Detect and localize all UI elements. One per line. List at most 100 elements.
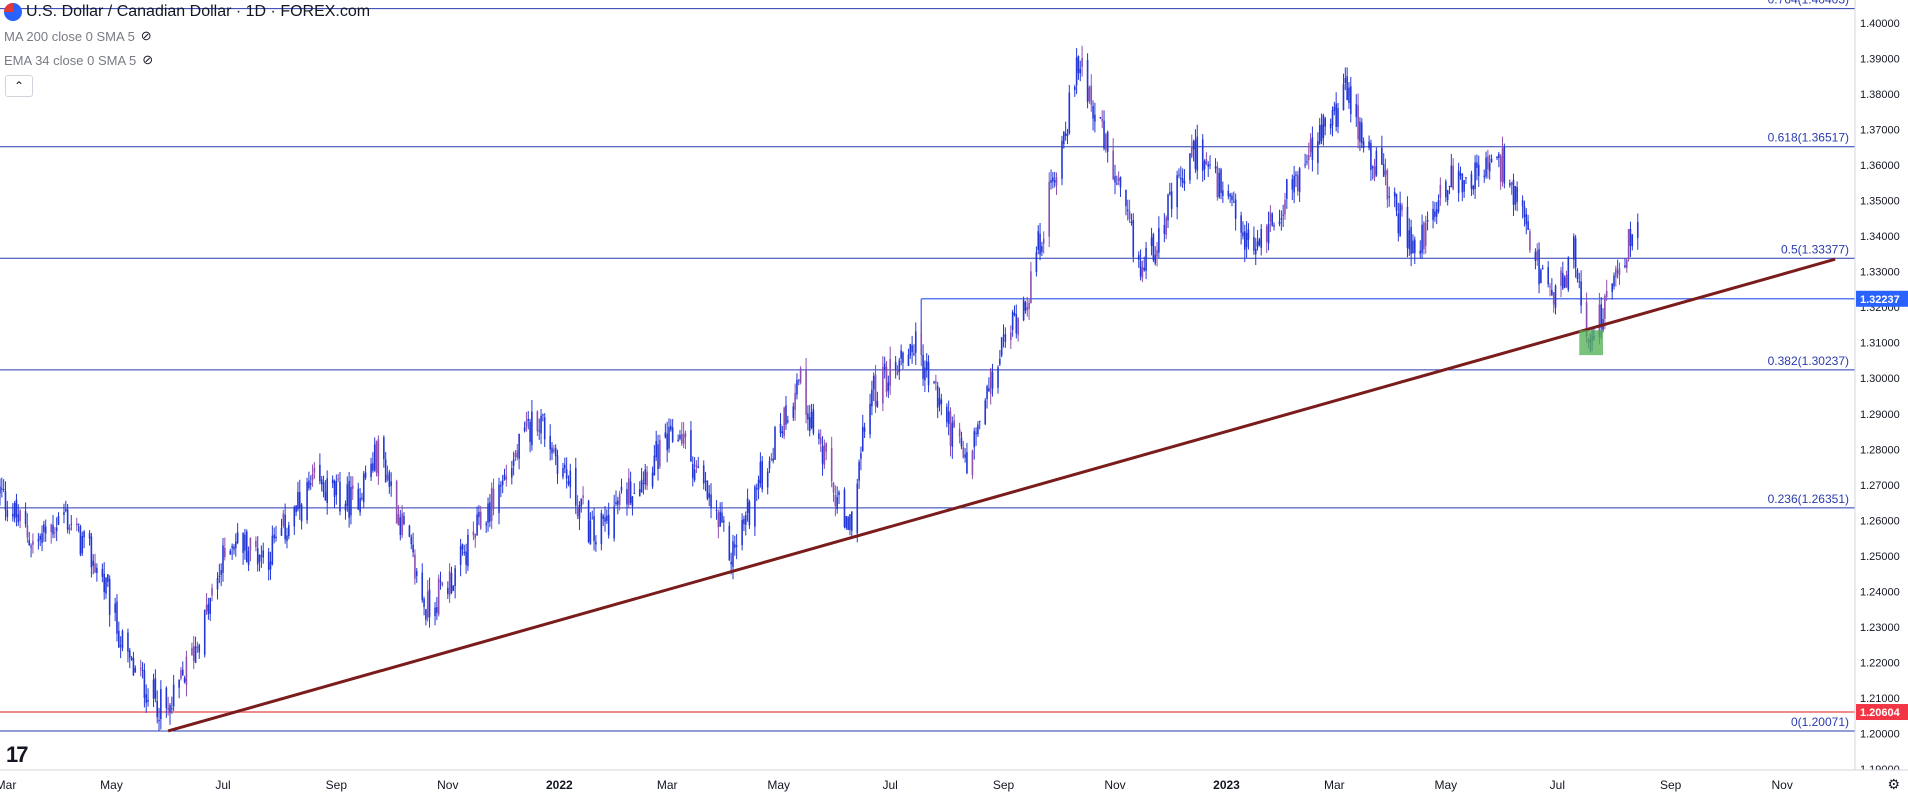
candle-body <box>28 540 31 546</box>
candle-body <box>344 503 347 511</box>
candle-body <box>860 453 862 459</box>
candle-body <box>1278 221 1281 224</box>
tradingview-logo[interactable]: 17 <box>6 742 29 767</box>
candle-body <box>39 536 42 540</box>
candle-body <box>1243 231 1246 250</box>
candle-body <box>602 515 604 519</box>
candle-body <box>863 427 866 432</box>
candle-body <box>1000 337 1003 356</box>
candle-body <box>13 502 16 519</box>
candle-body <box>986 386 988 400</box>
candle-body <box>1359 121 1361 142</box>
candle-body <box>638 489 641 497</box>
candle-body <box>351 485 354 489</box>
indicator-ma200[interactable]: MA 200 close 0 SMA 5 ⊘ <box>4 28 152 44</box>
candle-body <box>1551 289 1553 296</box>
candle-body <box>1488 162 1491 172</box>
candle-body <box>565 469 568 479</box>
candle-body <box>467 534 469 567</box>
candle-body <box>564 464 566 469</box>
candle-body <box>1333 106 1336 111</box>
candle-body <box>1523 206 1526 218</box>
x-tick-label: May <box>100 778 123 792</box>
candle-body <box>436 607 438 613</box>
candle-body <box>680 434 683 444</box>
x-tick-label: Nov <box>1772 778 1793 792</box>
candle-body <box>697 466 700 468</box>
candle-body <box>1370 143 1372 170</box>
candle-body <box>874 374 877 406</box>
candle-body <box>759 461 762 484</box>
eye-off-icon[interactable]: ⊘ <box>142 52 154 67</box>
candle-body <box>1075 57 1078 86</box>
candle-body <box>448 571 451 596</box>
candle-body <box>907 354 910 366</box>
candle-body <box>819 437 822 444</box>
candle-body <box>463 551 466 553</box>
candle-body <box>1421 224 1423 253</box>
candle-body <box>682 434 685 444</box>
candle-body <box>1487 156 1489 170</box>
candle-body <box>1452 165 1454 190</box>
candle-body <box>24 511 27 525</box>
candle-body <box>1605 290 1608 298</box>
y-tick-label: 1.26000 <box>1860 515 1900 527</box>
candle-body <box>858 461 860 481</box>
candle-body <box>644 469 647 485</box>
candle-body <box>1627 229 1630 259</box>
candle-body <box>1450 165 1453 188</box>
candle-body <box>653 455 656 476</box>
x-tick-label: Jul <box>883 778 898 792</box>
candle-body <box>1053 180 1056 183</box>
candle-body <box>947 411 950 424</box>
candle-body <box>626 489 628 505</box>
candle-body <box>1004 334 1007 342</box>
candle-body <box>889 358 891 386</box>
candle-body <box>198 644 201 653</box>
candle-body <box>30 546 32 548</box>
eye-off-icon[interactable]: ⊘ <box>140 28 152 43</box>
candle-body <box>735 545 738 547</box>
collapse-indicators-button[interactable]: ⌃ <box>5 75 33 97</box>
candle-body <box>538 430 541 432</box>
candle-body <box>902 352 904 363</box>
y-tick-label: 1.33000 <box>1860 267 1900 279</box>
time-axis-background <box>0 770 1908 797</box>
candle-body <box>1112 150 1114 180</box>
candle-body <box>744 515 747 525</box>
candle-body <box>511 467 513 478</box>
candle-body <box>1061 140 1063 179</box>
candle-body <box>324 491 327 501</box>
candle-body <box>708 493 711 498</box>
candle-body <box>935 381 937 384</box>
candle-body <box>1073 86 1076 91</box>
candle-body <box>1552 292 1555 305</box>
candle-body <box>783 407 785 437</box>
candle-body <box>244 534 246 551</box>
candle-body <box>26 524 29 538</box>
candle-body <box>1181 178 1184 183</box>
candle-body <box>627 478 630 506</box>
candle-body <box>834 495 837 506</box>
candle-body <box>1399 203 1401 236</box>
candle-body <box>1410 226 1412 255</box>
candle-body <box>1119 177 1122 188</box>
candle-body <box>320 479 323 485</box>
candle-body <box>576 507 579 517</box>
indicator-ema34[interactable]: EMA 34 close 0 SMA 5 ⊘ <box>4 52 153 68</box>
candle-body <box>702 465 705 484</box>
candle-body <box>664 432 667 438</box>
price-axis-background <box>1855 0 1908 770</box>
candle-body <box>421 572 424 601</box>
candle-body <box>799 368 802 383</box>
candle-body <box>1560 270 1562 287</box>
candle-body <box>1541 267 1544 269</box>
candle-body <box>196 647 199 649</box>
candle-body <box>0 486 1 494</box>
candle-body <box>1256 241 1259 248</box>
candle-body <box>856 483 859 534</box>
gear-icon[interactable]: ⚙ <box>1887 776 1900 792</box>
candle-body <box>978 420 981 422</box>
candle-body <box>284 514 286 540</box>
